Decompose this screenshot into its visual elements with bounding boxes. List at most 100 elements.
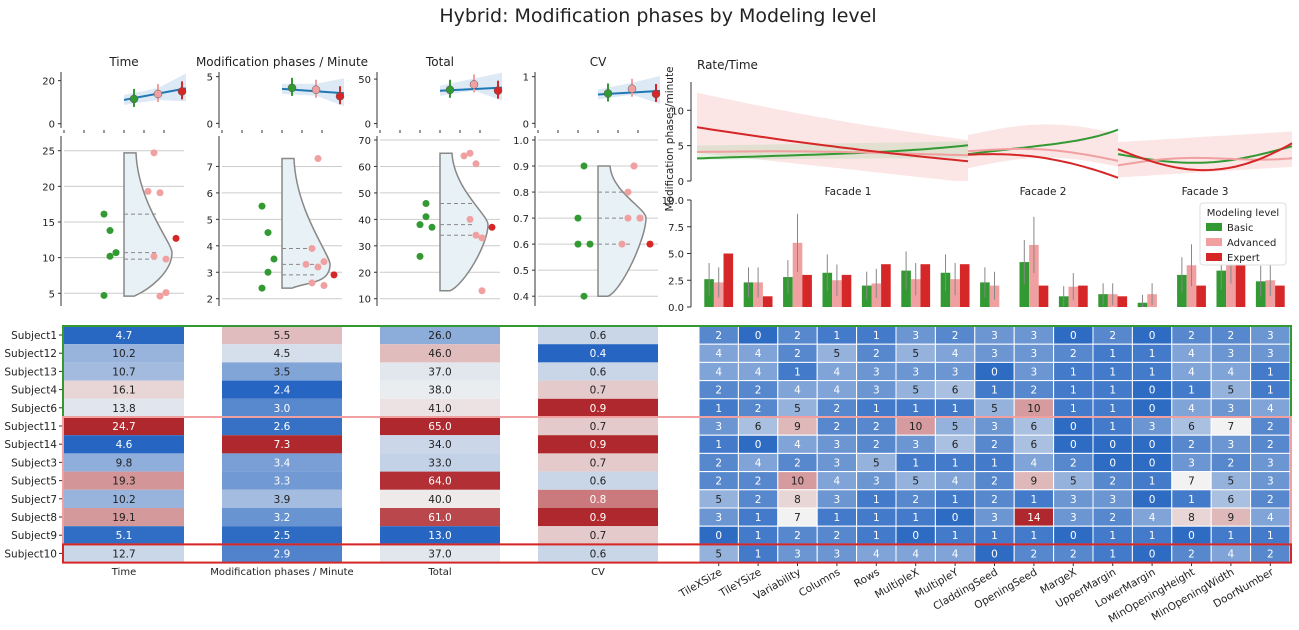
parameter-cell-text: 2 bbox=[755, 494, 762, 506]
bar-Expert bbox=[1038, 285, 1049, 307]
violin-tick-label: 70 bbox=[358, 136, 371, 147]
parameter-cell-text: 9 bbox=[1228, 512, 1235, 524]
violin-tick-label: 10 bbox=[42, 254, 55, 265]
parameter-cell-text: 3 bbox=[991, 512, 998, 524]
value-cell bbox=[64, 326, 184, 345]
parameter-cell-text: 2 bbox=[834, 530, 841, 542]
value-cell-text: 61.0 bbox=[428, 512, 451, 524]
parameter-cell-text: 2 bbox=[834, 421, 841, 433]
parameter-cell-text: 2 bbox=[1228, 330, 1235, 342]
subject-label: Subject11 bbox=[4, 421, 57, 433]
subject-label: Subject5 bbox=[11, 476, 57, 488]
data-point-Basic bbox=[258, 284, 266, 292]
value-cell bbox=[222, 398, 342, 417]
parameter-cell-text: 1 bbox=[952, 457, 959, 469]
value-cell-text: 16.1 bbox=[112, 385, 135, 397]
parameter-cell-text: 6 bbox=[952, 385, 959, 397]
value-cell bbox=[380, 417, 500, 436]
mean-point-Advanced bbox=[153, 89, 163, 99]
heatmap-column-label: Total bbox=[427, 567, 451, 578]
parameter-cell-text: 1 bbox=[834, 330, 841, 342]
value-cell bbox=[64, 489, 184, 508]
mean-point-Expert bbox=[335, 92, 345, 101]
parameter-cell-text: 1 bbox=[1109, 530, 1116, 542]
parameter-cell-text: 2 bbox=[755, 476, 762, 488]
curve-advanced bbox=[967, 147, 1119, 162]
parameter-cell-text: 3 bbox=[1267, 476, 1274, 488]
violin-tick-label: 0.6 bbox=[513, 240, 529, 251]
value-cell-text: 0.6 bbox=[590, 366, 607, 378]
parameter-cell-text: 4 bbox=[952, 476, 959, 488]
mean-point-Basic bbox=[603, 89, 613, 98]
parameter-cell-text: 5 bbox=[912, 385, 919, 397]
bar-Expert bbox=[1275, 285, 1285, 307]
group-outline-expert bbox=[62, 543, 1292, 564]
parameter-cell-text: 4 bbox=[1267, 403, 1274, 415]
mean-point-Advanced bbox=[627, 84, 637, 94]
parameter-cell-text: 2 bbox=[1109, 476, 1116, 488]
value-cell bbox=[538, 471, 658, 490]
parameter-cell-text: 3 bbox=[834, 439, 841, 451]
data-point-Advanced bbox=[478, 234, 486, 242]
value-cell bbox=[380, 453, 500, 472]
value-cell-text: 4.6 bbox=[116, 439, 133, 451]
parameter-cell-text: 2 bbox=[715, 330, 722, 342]
subject-label: Subject9 bbox=[11, 530, 57, 542]
data-point-Expert bbox=[172, 234, 180, 242]
violin-tick-label: 25 bbox=[42, 147, 55, 158]
parameter-cell-text: 2 bbox=[1188, 439, 1195, 451]
data-point-Advanced bbox=[156, 292, 164, 300]
violin-tick-label: 7 bbox=[207, 162, 213, 173]
parameter-cell-text: 2 bbox=[1031, 385, 1038, 397]
parameter-cell-text: 5 bbox=[873, 457, 880, 469]
parameter-cell-text: 0 bbox=[1149, 330, 1156, 342]
violin-tick-label: 0.4 bbox=[513, 292, 529, 303]
data-point-Advanced bbox=[162, 255, 170, 263]
data-point-Basic bbox=[586, 240, 594, 248]
value-cell-text: 0.9 bbox=[590, 403, 607, 415]
data-point-Advanced bbox=[472, 160, 480, 168]
value-cell-text: 24.7 bbox=[112, 421, 135, 433]
parameter-cell-text: 2 bbox=[794, 457, 801, 469]
parameter-cell-text: 1 bbox=[1267, 530, 1274, 542]
heatmap-column-label: Modification phases / Minute bbox=[210, 567, 353, 578]
violin-tick-label: 20 bbox=[358, 268, 371, 279]
parameter-cell-text: 5 bbox=[991, 403, 998, 415]
subject-label: Subject8 bbox=[11, 512, 57, 524]
parameter-cell-text: 1 bbox=[1031, 530, 1038, 542]
value-cell-text: 4.5 bbox=[274, 348, 291, 360]
parameter-cell-text: 1 bbox=[1070, 385, 1077, 397]
value-cell bbox=[538, 398, 658, 417]
parameter-cell-text: 3 bbox=[1188, 457, 1195, 469]
parameter-cell-text: 3 bbox=[952, 366, 959, 378]
data-point-Basic bbox=[416, 252, 424, 260]
data-point-Basic bbox=[106, 227, 114, 235]
violin-tick-label: 60 bbox=[358, 162, 371, 173]
data-point-Basic bbox=[574, 214, 582, 222]
subject-label: Subject1 bbox=[11, 330, 57, 342]
value-cell-text: 37.0 bbox=[428, 548, 451, 560]
legend-swatch-Expert bbox=[1206, 253, 1222, 261]
parameter-cell-text: 7 bbox=[1188, 476, 1195, 488]
value-cell-text: 10.2 bbox=[112, 494, 135, 506]
mean-point-Basic bbox=[445, 85, 455, 95]
value-cell bbox=[64, 435, 184, 454]
bar-Expert bbox=[1078, 285, 1088, 307]
parameter-cell-text: 2 bbox=[991, 439, 998, 451]
violin-tick-label: 40 bbox=[358, 215, 371, 226]
parameter-cell-text: 5 bbox=[1228, 476, 1235, 488]
subject-label: Subject13 bbox=[4, 366, 57, 378]
value-cell-text: 40.0 bbox=[428, 494, 451, 506]
value-cell-text: 46.0 bbox=[428, 348, 451, 360]
violin-tick-label: 0.5 bbox=[513, 266, 529, 277]
value-cell bbox=[538, 417, 658, 436]
data-point-Advanced bbox=[314, 263, 322, 271]
violin-tick-label: 1.0 bbox=[513, 136, 529, 147]
parameter-label: MultipleX bbox=[873, 566, 921, 601]
bar-chart: 0.0 2.5 5.0 7.5 10.0 bbox=[662, 196, 1285, 314]
value-cell bbox=[380, 362, 500, 381]
mean-point-Expert bbox=[651, 89, 661, 99]
parameter-cell-text: 2 bbox=[1228, 457, 1235, 469]
parameter-cell-text: 2 bbox=[715, 457, 722, 469]
value-column-0: 4.7 10.2 10.7 16.1 13.8 24.7 4.6 9.8 19.3 10.2 19.… bbox=[64, 326, 184, 563]
